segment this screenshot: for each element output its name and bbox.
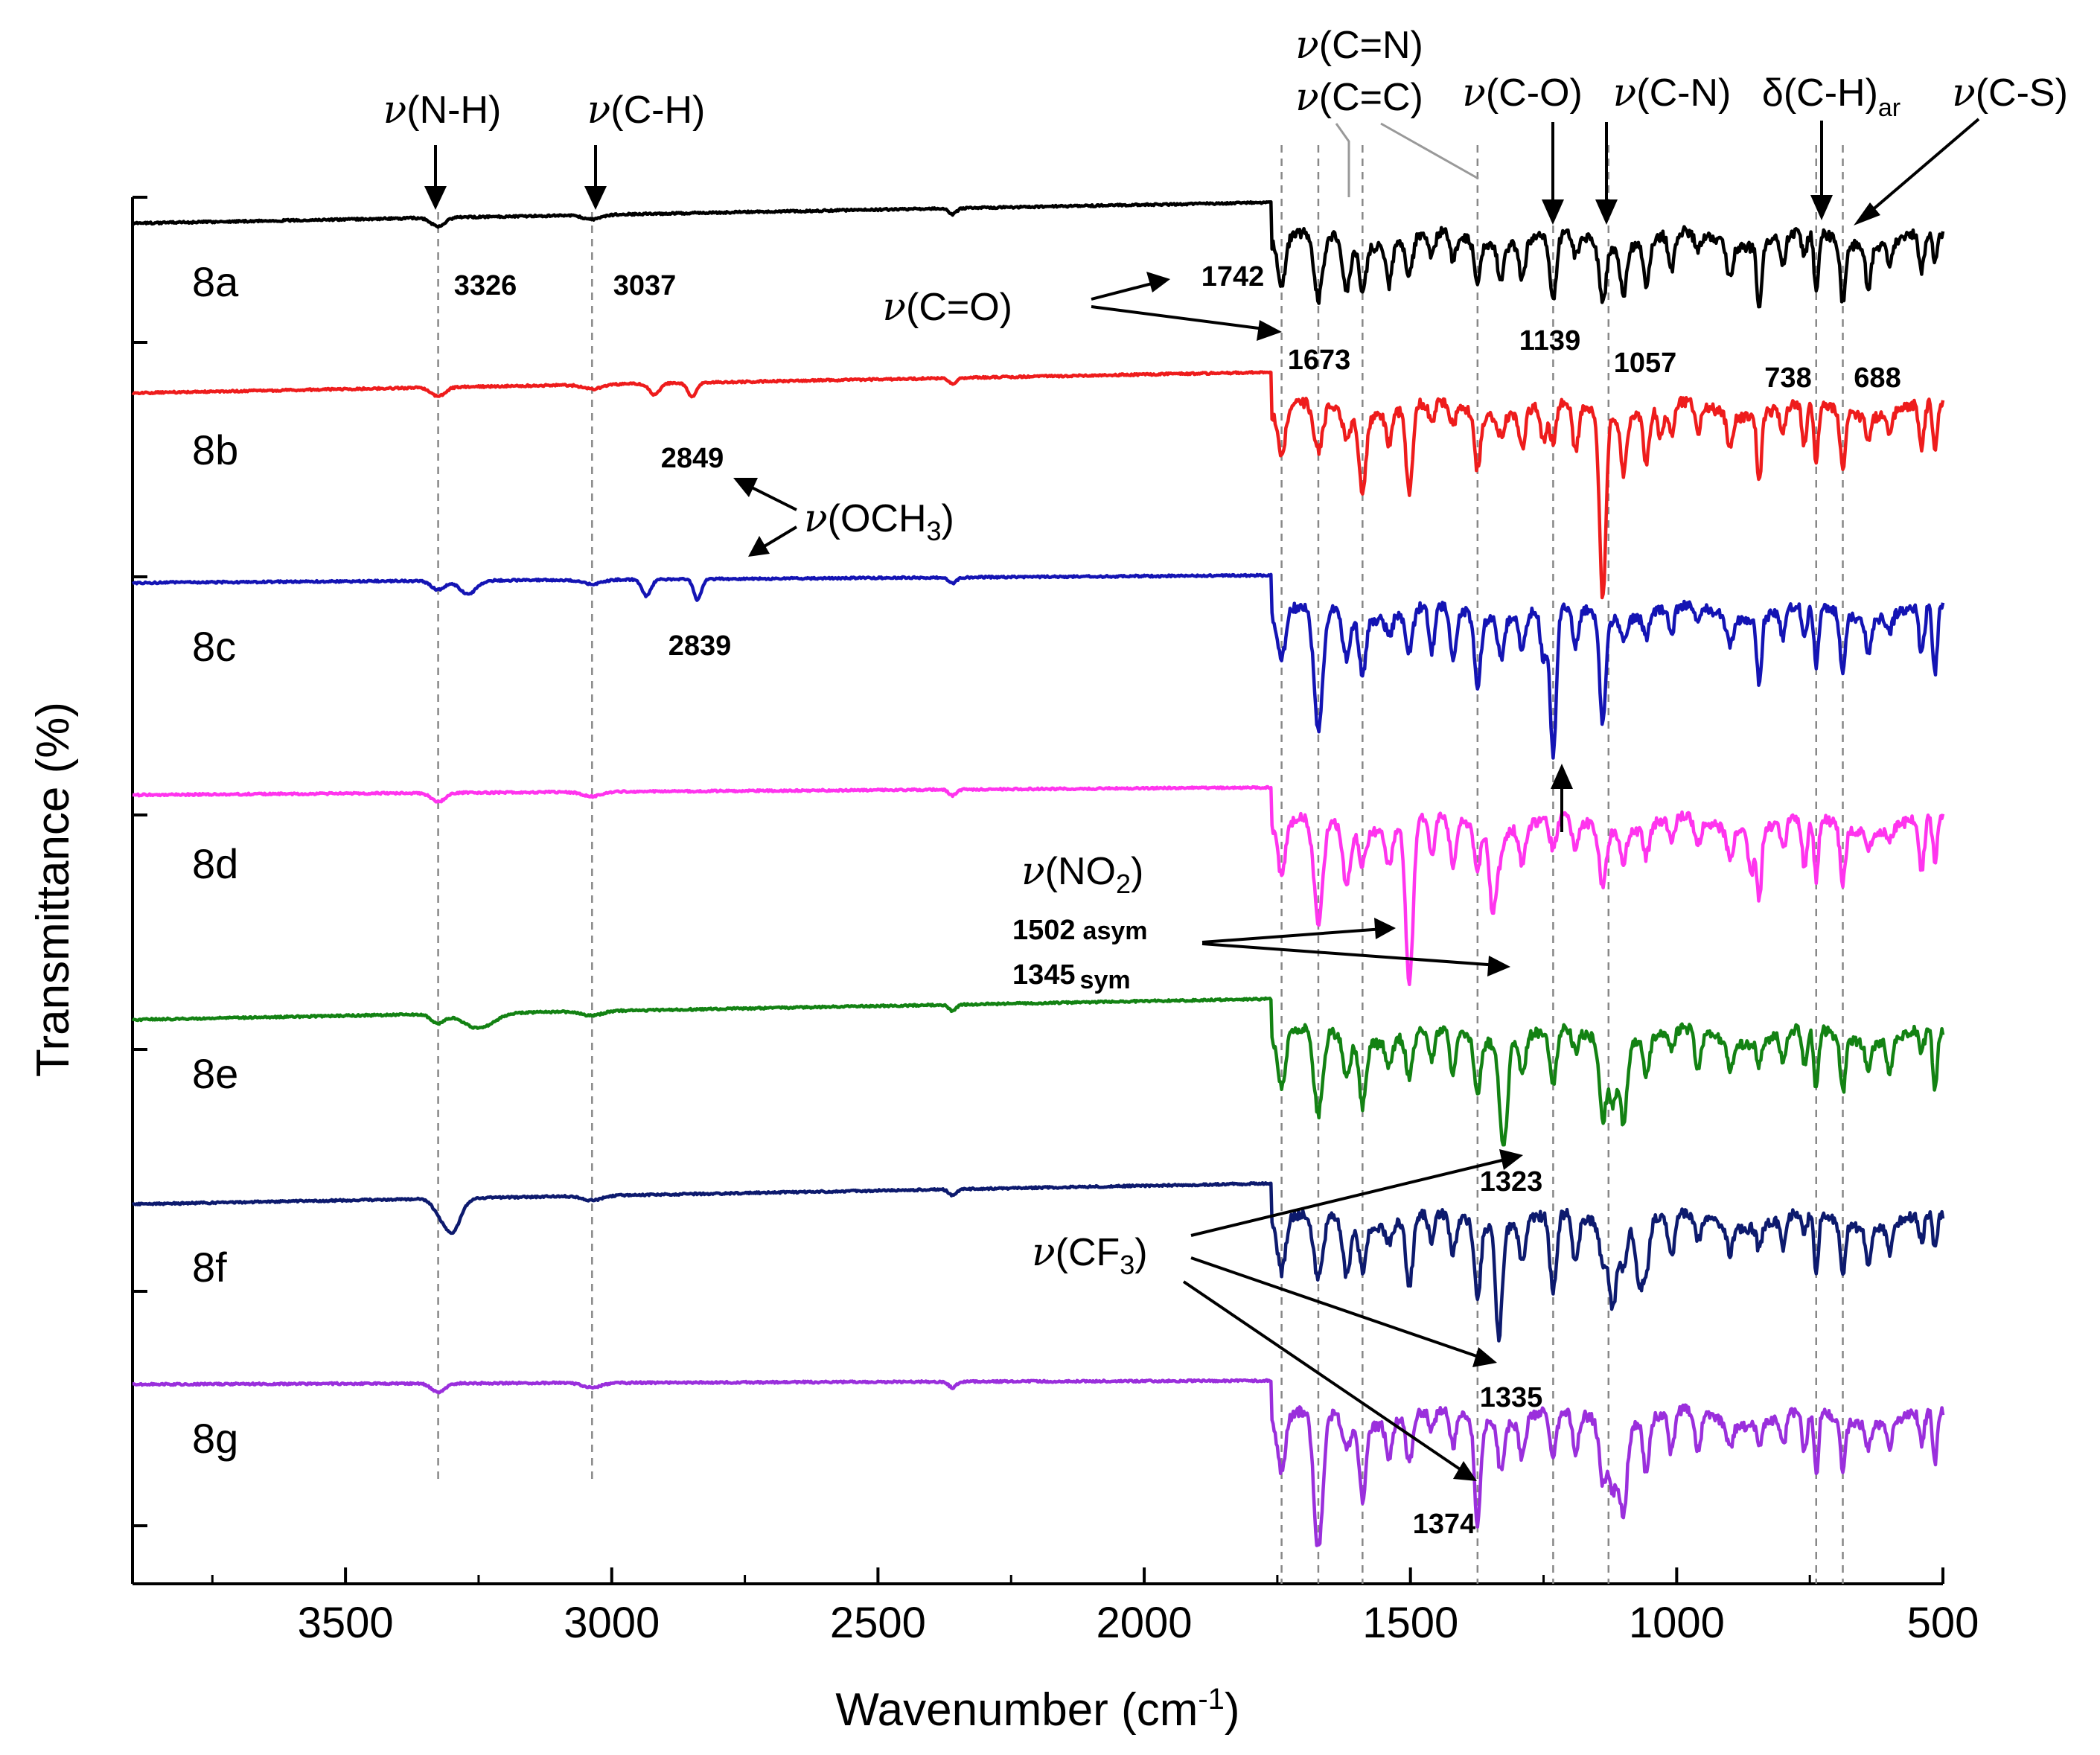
peak-label-1345: 1345 sym: [1012, 959, 1131, 994]
x-tick-label-3500: 3500: [298, 1599, 394, 1647]
label-nu-cs: ν(C-S): [1952, 71, 2068, 115]
label-nu-no2: ν(NO2): [1021, 849, 1143, 899]
peak-label-1673: 1673: [1288, 345, 1351, 376]
arrow-nu-co-double-1673: [1091, 305, 1271, 331]
arrowhead-1345: [1487, 956, 1510, 976]
x-ticks: 3500 3000 2500 2000 1500 1000 500: [211, 1567, 1979, 1647]
y-axis-title: Transmittance (%): [28, 702, 79, 1077]
peak-label-1335: 1335: [1480, 1382, 1543, 1413]
y-ticks: [133, 196, 147, 1527]
spectrum-8d: [132, 784, 1945, 987]
label-nu-cn: ν(C-N): [1613, 71, 1732, 115]
arrowhead-1335: [1472, 1347, 1497, 1367]
label-nu-co: ν(C-O): [1462, 71, 1583, 115]
peak-label-1502: 1502 asym: [1012, 915, 1148, 946]
peak-labels: 3326 3037 1742 1673 1139 1057 738 688 28…: [454, 261, 1901, 1540]
label-nu-cf3: ν(CF3): [1032, 1230, 1148, 1280]
peak-label-2849: 2849: [661, 443, 724, 474]
arrowhead-nu-co: [1542, 199, 1564, 225]
series-label-8d: 8d: [192, 840, 238, 887]
series-label-8a: 8a: [192, 258, 239, 305]
spectrum-8f: [131, 1180, 1945, 1343]
arrow-ocoh3-2839: [758, 525, 798, 551]
label-delta-ch-ar: δ(C-H)ar: [1762, 71, 1900, 122]
peak-label-1057: 1057: [1614, 348, 1677, 379]
peak-label-3037: 3037: [613, 270, 677, 301]
arrow-nu-cs: [1864, 118, 1980, 217]
peak-label-1139: 1139: [1519, 325, 1580, 357]
spectra: [131, 199, 1945, 1547]
series-label-8e: 8e: [192, 1050, 238, 1097]
connector-cc-cn-right: [1380, 122, 1479, 180]
x-axis-title: Wavenumber (cm-1): [835, 1683, 1239, 1736]
peak-label-738: 738: [1764, 362, 1811, 394]
band-labels-top: ν(N-H) ν(C-H) ν(C=N) ν(C=C) ν(C-O) ν(C-N…: [383, 23, 2068, 132]
arrowhead-2839: [748, 536, 770, 557]
label-nu-co-double: ν(C=O): [882, 285, 1012, 330]
series-label-8c: 8c: [192, 623, 236, 670]
reference-lines: [437, 145, 1844, 1584]
series-label-8g: 8g: [192, 1415, 238, 1462]
annotation-arrows: [424, 118, 1980, 1481]
arrow-cf3-1335: [1190, 1256, 1486, 1361]
arrowhead-1323: [1499, 1149, 1523, 1170]
label-nu-cc-double: ν(C=C): [1295, 75, 1423, 120]
arrowhead-nu-ch: [584, 186, 607, 210]
label-nu-nh: ν(N-H): [383, 88, 502, 132]
peak-label-1374: 1374: [1413, 1509, 1476, 1540]
spectrum-8a: [132, 199, 1945, 309]
spectrum-8e: [131, 996, 1945, 1147]
arrow-nu-co-double-1742: [1091, 281, 1158, 301]
arrowhead-1374: [1453, 1461, 1477, 1481]
arrow-no2-1345: [1201, 942, 1499, 967]
connector-cc-cn-left: [1335, 123, 1350, 197]
axes-frame: [131, 197, 1943, 1585]
arrow-ocoh3-2849: [744, 482, 797, 511]
x-tick-label-1500: 1500: [1362, 1599, 1458, 1647]
arrowhead-1673: [1257, 320, 1282, 341]
spectrum-8c: [131, 572, 1945, 760]
spectrum-8g: [132, 1378, 1945, 1547]
arrowhead-nu-nh: [424, 186, 447, 210]
x-tick-label-2500: 2500: [830, 1599, 926, 1647]
spectrum-8b: [131, 370, 1945, 600]
arrowhead-nu-cn: [1595, 199, 1618, 225]
series-label-8b: 8b: [192, 426, 238, 473]
x-tick-label-500: 500: [1907, 1599, 1979, 1647]
arrowhead-nu-cs: [1854, 202, 1880, 226]
label-nu-ch: ν(C-H): [587, 88, 706, 132]
series-label-8f: 8f: [192, 1244, 227, 1291]
arrow-no2-1502: [1201, 927, 1384, 944]
arrowhead-nu-co-8c: [1551, 764, 1573, 789]
group-annotations: ν(C=O) ν(OCH3) ν(NO2) ν(CF3): [804, 285, 1148, 1280]
label-nu-och3: ν(OCH3): [804, 496, 954, 546]
label-nu-cn-double: ν(C=N): [1295, 23, 1423, 68]
peak-label-1742: 1742: [1201, 261, 1265, 292]
x-tick-label-2000: 2000: [1097, 1599, 1193, 1647]
arrowhead-delta-ch-ar: [1810, 195, 1833, 220]
peak-label-3326: 3326: [454, 270, 517, 301]
x-tick-label-1000: 1000: [1629, 1599, 1725, 1647]
arrowhead-2849: [733, 478, 758, 497]
arrowhead-1742: [1146, 272, 1170, 292]
peak-label-688: 688: [1854, 362, 1900, 394]
arrowhead-1502: [1374, 918, 1396, 939]
peak-label-1323: 1323: [1480, 1166, 1543, 1198]
peak-label-2839: 2839: [668, 630, 732, 662]
arrow-cf3-1323: [1190, 1157, 1512, 1237]
arrow-cf3-1374: [1182, 1280, 1468, 1475]
x-tick-label-3000: 3000: [564, 1599, 660, 1647]
series-labels: 8a 8b 8c 8d 8e 8f 8g: [192, 258, 239, 1462]
